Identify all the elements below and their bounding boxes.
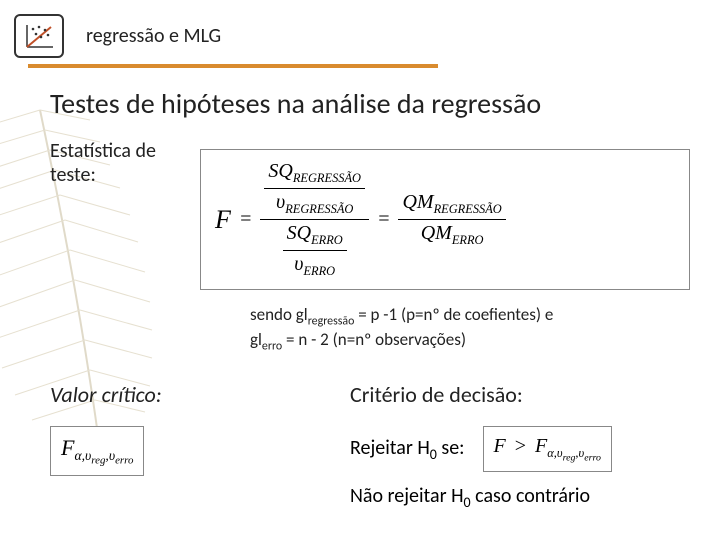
falpha-box: Fα,υreg,υerro <box>50 426 144 476</box>
left-outer-frac: SQREGRESSÃO υREGRESSÃO SQERRO υERRO <box>260 160 369 279</box>
nrej-sub: 0 <box>464 494 471 511</box>
fgt-gt: > <box>515 435 526 457</box>
SQ-reg-sub: REGRESSÃO <box>293 171 361 185</box>
rej-after: se: <box>437 436 465 460</box>
sendo-2a: gl <box>250 329 262 350</box>
sq-err-frac: SQERRO υERRO <box>283 222 347 279</box>
fgt-F1: F <box>494 435 506 457</box>
page-title: Testes de hipóteses na análise da regres… <box>50 86 690 121</box>
fa-alpha: α <box>74 448 81 463</box>
qm-frac: QMREGRESSÃO QMERRO <box>398 191 505 248</box>
rej-sub: 0 <box>430 446 437 463</box>
main-formula-box: F = SQREGRESSÃO υREGRESSÃO SQERRO υERRO … <box>200 149 690 290</box>
QM-err-sub: ERRO <box>452 233 484 247</box>
rej-text: Rejeitar H <box>350 436 430 460</box>
stat-label-line1: Estatística de <box>50 139 156 163</box>
v-reg: υ <box>276 191 285 213</box>
header: regressão e MLG <box>0 0 720 58</box>
sq-reg-frac: SQREGRESSÃO υREGRESSÃO <box>264 160 365 217</box>
bottom-section: Valor crítico: Fα,υreg,υerro Critério de… <box>50 381 690 523</box>
valor-critico-heading: Valor crítico: <box>50 381 290 408</box>
header-title: regressão e MLG <box>86 24 221 48</box>
fa-verr-s: erro <box>115 455 133 467</box>
v-err-sub: ERRO <box>303 264 335 278</box>
sendo-1a: sendo gl <box>250 304 308 325</box>
SQ-err-sub: ERRO <box>311 233 343 247</box>
content: Testes de hipóteses na análise da regres… <box>0 68 720 523</box>
fa-vreg-s: reg <box>91 455 105 467</box>
logo-icon <box>14 14 64 58</box>
formula-eq1: = <box>239 208 253 231</box>
nao-rejeitar-line: Não rejeitar H0 caso contrário <box>350 484 690 511</box>
v-reg-sub: REGRESSÃO <box>285 202 353 216</box>
nrej-text: Não rejeitar H <box>350 484 464 508</box>
nrej-after: caso contrário <box>471 484 590 508</box>
stat-label-line2: teste: <box>50 163 96 187</box>
sendo-note: sendo glregressão = p -1 (p=nº de coefie… <box>250 304 690 355</box>
formula-F: F <box>215 205 231 235</box>
fgt-verr-s: erro <box>584 452 601 463</box>
fgt-box: F > Fα,υreg,υerro <box>483 426 612 472</box>
sendo-sub1: regressão <box>308 314 355 328</box>
QM-reg: QM <box>402 191 433 213</box>
fa-F: F <box>61 435 74 460</box>
sendo-sub2: erro <box>262 340 282 354</box>
fgt-F2: F <box>535 435 547 457</box>
valor-critico-col: Valor crítico: Fα,υreg,υerro <box>50 381 290 523</box>
formula-eq2: = <box>377 208 391 231</box>
QM-reg-sub: REGRESSÃO <box>434 202 502 216</box>
sendo-2b: = n - 2 (n=nº observações) <box>282 329 466 350</box>
criterio-col: Critério de decisão: Rejeitar H0 se: F >… <box>350 381 690 523</box>
sendo-1b: = p -1 (p=nº de coefientes) e <box>354 304 553 325</box>
criterio-heading: Critério de decisão: <box>350 381 690 408</box>
rejeitar-line: Rejeitar H0 se: F > Fα,υreg,υerro <box>350 426 690 472</box>
SQ-reg: SQ <box>268 160 292 182</box>
QM-err: QM <box>421 222 452 244</box>
SQ-err: SQ <box>287 222 311 244</box>
fgt-vreg-s: reg <box>563 452 576 463</box>
